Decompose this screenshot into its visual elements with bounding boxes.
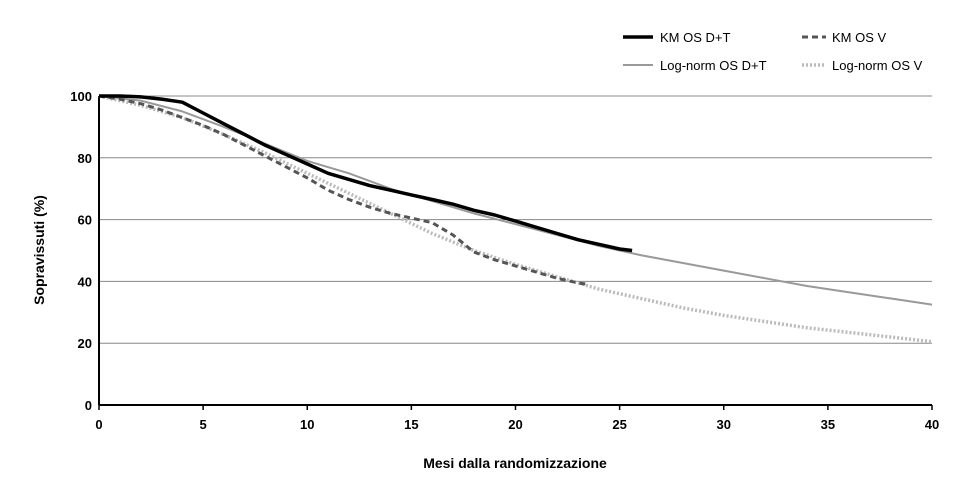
- series-line-km-os-d-t: [99, 94, 633, 253]
- data-series: [98, 94, 933, 344]
- y-tick-label-0: 0: [85, 398, 92, 413]
- x-tick-label-40: 40: [925, 417, 939, 432]
- x-tick-label-5: 5: [200, 417, 207, 432]
- x-tick-label-20: 20: [508, 417, 522, 432]
- y-tick-label-60: 60: [78, 213, 92, 228]
- y-axis-title: Sopravissuti (%): [31, 195, 47, 305]
- legend-label-km-os-v: KM OS V: [832, 30, 887, 45]
- series-line-log-norm-os-d-t: [98, 95, 933, 306]
- axes: [98, 96, 932, 406]
- y-tick-labels: 0 20 40 60 80 100: [70, 89, 92, 413]
- legend-label-lognorm-os-dt: Log-norm OS D+T: [660, 58, 767, 73]
- series-line-log-norm-os-v: [98, 94, 933, 344]
- legend: KM OS D+T KM OS V Log-norm OS D+T Log-no…: [623, 30, 923, 73]
- y-tick-label-20: 20: [78, 336, 92, 351]
- x-tick-label-15: 15: [404, 417, 418, 432]
- legend-label-km-os-dt: KM OS D+T: [660, 30, 730, 45]
- x-axis-title: Mesi dalla randomizzazione: [423, 455, 607, 471]
- y-tick-label-80: 80: [78, 151, 92, 166]
- x-tick-label-0: 0: [95, 417, 102, 432]
- x-tick-labels: 0 5 10 15 20 25 30 35 40: [95, 405, 939, 432]
- y-tick-label-40: 40: [78, 274, 92, 289]
- x-tick-label-35: 35: [821, 417, 835, 432]
- x-tick-label-10: 10: [300, 417, 314, 432]
- y-tick-label-100: 100: [70, 89, 92, 104]
- series-line-km-os-v: [98, 94, 589, 286]
- legend-label-lognorm-os-v: Log-norm OS V: [832, 58, 923, 73]
- x-tick-label-25: 25: [612, 417, 626, 432]
- x-tick-label-30: 30: [717, 417, 731, 432]
